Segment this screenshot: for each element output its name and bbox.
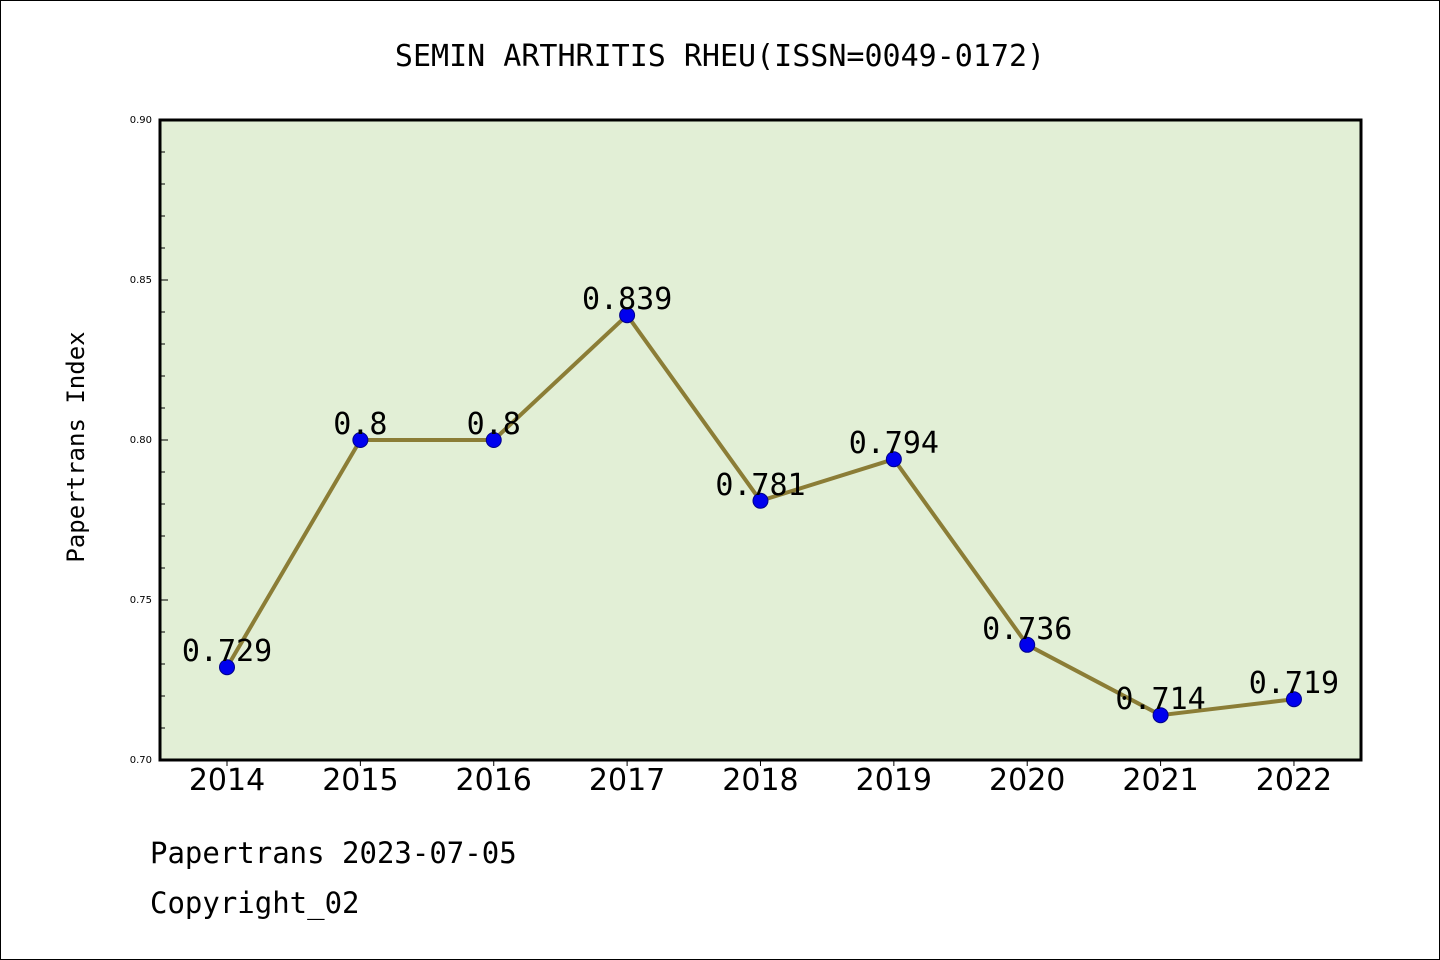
data-point: [752, 492, 769, 509]
data-label: 0.729: [182, 634, 272, 669]
data-label: 0.839: [582, 282, 672, 317]
data-label: 0.8: [333, 407, 387, 442]
data-label: 0.781: [715, 468, 805, 503]
data-point: [619, 307, 636, 324]
data-point: [885, 451, 902, 468]
data-point: [352, 432, 369, 448]
data-point: [1152, 707, 1169, 724]
data-point: [1019, 636, 1036, 653]
data-label: 0.714: [1115, 682, 1205, 717]
x-tick-label: 2017: [589, 763, 665, 798]
y-tick-label: 0.90: [130, 115, 152, 126]
data-label: 0.8: [467, 407, 521, 442]
footer-source-date: Papertrans 2023-07-05: [150, 836, 517, 870]
data-point: [485, 432, 502, 448]
x-tick-label: 2015: [322, 763, 398, 798]
footer-copyright: Copyright_02: [150, 886, 360, 920]
x-tick-label: 2022: [1256, 763, 1332, 798]
chart-title: SEMIN ARTHRITIS RHEU(ISSN=0049-0172): [395, 39, 1045, 74]
data-markers: [219, 307, 1302, 724]
x-tick-label: 2020: [989, 763, 1065, 798]
data-point: [219, 659, 235, 676]
x-tick-label: 2014: [189, 763, 265, 798]
x-axis-ticks: 2014 2015 2016 2017 2018 2019 2020 2021 2022: [189, 760, 1332, 798]
y-axis-label: Papertrans Index: [62, 331, 90, 562]
y-tick-label: 0.80: [130, 435, 152, 446]
x-tick-label: 2019: [856, 763, 932, 798]
y-tick-label: 0.85: [130, 275, 152, 286]
y-axis-ticks: 0.70 0.75 0.80 0.85 0.90: [130, 115, 168, 766]
x-tick-label: 2016: [456, 763, 532, 798]
y-tick-label: 0.75: [130, 595, 152, 606]
data-label: 0.719: [1249, 666, 1339, 701]
data-point: [1285, 691, 1302, 708]
data-label: 0.794: [849, 426, 939, 461]
y-tick-label: 0.70: [130, 755, 152, 766]
data-labels: 0.729 0.8 0.8 0.839 0.781 0.794 0.736 0.714 0.71…: [182, 282, 1339, 717]
data-label: 0.736: [982, 612, 1072, 647]
x-tick-label: 2018: [722, 763, 798, 798]
x-tick-label: 2021: [1122, 763, 1198, 798]
